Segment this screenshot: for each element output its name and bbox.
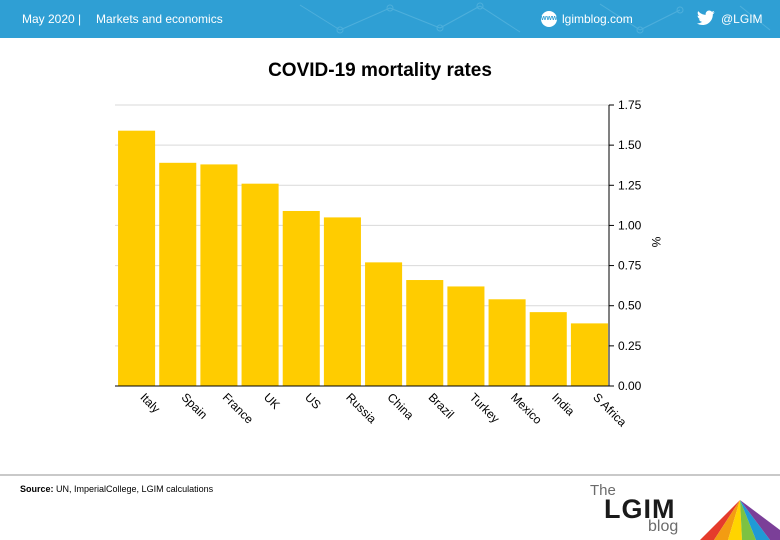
x-tick-label: Italy [137,390,162,415]
source-label: Source: [20,484,54,494]
y-tick-label: 1.50 [618,138,642,152]
bar-india [529,312,567,386]
umbrella-logo-icon [700,500,780,540]
globe-icon: www [541,11,557,27]
bar-france [200,164,238,386]
bar-chart: 0.00 0.25 0.50 0.75 1.00 1.25 1.50 1.75 Italy Spa… [115,98,663,430]
footer-divider [0,474,780,476]
x-tick-label: Turkey [467,390,503,426]
y-axis-label: % [649,237,663,248]
x-tick-label: UK [261,390,283,412]
x-tick-label: Russia [343,390,379,426]
y-tick-label: 1.75 [618,98,642,112]
x-tick-label: China [384,390,416,422]
x-tick-label: India [549,390,578,419]
bar-italy [118,130,156,386]
header-date: May 2020 [22,12,75,26]
y-tick-label: 0.50 [618,299,642,313]
bar-brazil [406,280,444,386]
x-tick-label: Mexico [508,390,545,427]
logo-name: LGIM [604,494,676,524]
bar-mexico [488,299,526,386]
x-tick-label: France [220,390,257,427]
x-tick-label: US [302,390,324,412]
header-section-link[interactable]: Markets and economics [96,12,223,26]
header-bar: May 2020 | Markets and economics www lgi… [0,0,780,38]
chart-title: COVID-19 mortality rates [268,60,492,81]
y-tick-label: 0.00 [618,379,642,393]
source-text: UN, ImperialCollege, LGIM calculations [56,484,214,494]
x-tick-label: Spain [179,390,211,422]
website-link[interactable]: lgimblog.com [562,12,633,26]
bar-s-africa [570,323,608,386]
header-separator: | [78,12,82,26]
network-pattern [299,2,771,34]
y-tick-label: 1.00 [618,218,642,232]
bar-spain [159,162,197,386]
y-tick-label: 0.75 [618,259,642,273]
bar-russia [323,217,361,386]
bar-uk [241,183,279,386]
twitter-icon[interactable] [697,10,715,26]
twitter-handle-link[interactable]: @LGIM [721,12,763,26]
x-tick-label: Brazil [426,390,457,421]
y-tick-label: 0.25 [618,339,642,353]
bar-turkey [447,286,485,386]
logo-blog: blog [648,518,679,535]
bar-china [365,262,403,386]
logo-the: The [590,482,616,499]
bars [118,130,608,386]
y-tick-label: 1.25 [618,178,642,192]
bar-us [282,210,320,386]
x-tick-label: S Africa [590,390,629,429]
source-note: Source: UN, ImperialCollege, LGIM calcul… [20,484,213,494]
